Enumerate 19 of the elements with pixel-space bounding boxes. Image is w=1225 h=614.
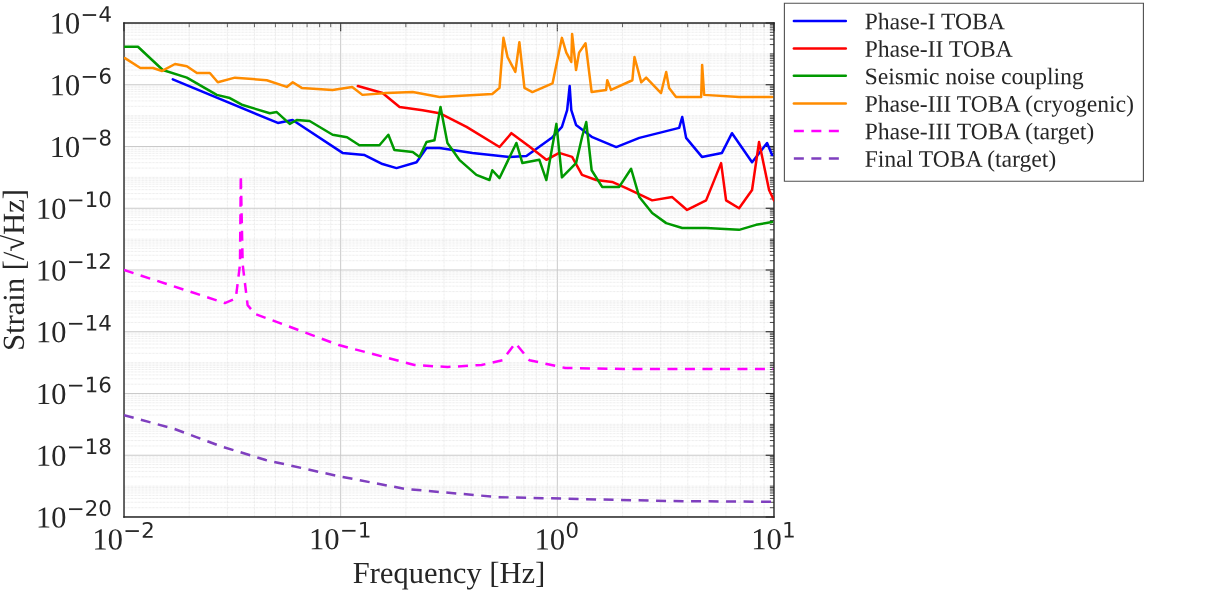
y-tick-label: 10$^{−4}$ [52, 6, 111, 34]
y-tick-label: 10$^{−8}$ [52, 129, 111, 158]
y-tick-label: 10$^{−18}$ [38, 438, 111, 467]
y-tick-label: 10$^{−16}$ [38, 376, 111, 405]
legend-label: Final TOBA (target) [865, 150, 1056, 172]
x-tick-label: 10$^{0}$ [537, 521, 578, 550]
x-tick-label: 10$^{1}$ [753, 521, 794, 550]
y-tick-label: 10$^{−12}$ [38, 253, 110, 281]
legend-label: Phase-II TOBA [865, 40, 1013, 57]
legend-label: Phase-III TOBA (target) [865, 122, 1094, 145]
legend-label: Phase-I TOBA [865, 12, 1005, 30]
legend-label: Seismic noise coupling [866, 67, 1084, 90]
y-tick-label: 10$^{−14}$ [38, 314, 111, 343]
x-axis-title: Frequency [Hz] [353, 561, 544, 590]
y-tick-label: 10$^{−6}$ [52, 67, 111, 96]
legend-label: Phase-III TOBA (cryogenic) [865, 95, 1133, 117]
y-axis-title: Strain [/√Hz] [0, 191, 28, 349]
y-tick-label: 10$^{−10}$ [38, 191, 111, 220]
x-tick-label: 10$^{−1}$ [311, 521, 370, 550]
